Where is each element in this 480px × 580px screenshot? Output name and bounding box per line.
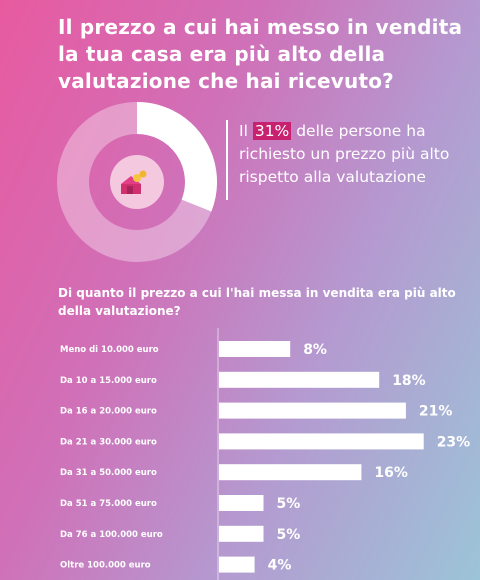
bar bbox=[219, 525, 264, 542]
stat-callout: Il 31% delle persone ha richiesto un pre… bbox=[226, 120, 480, 200]
chart-title: Di quanto il prezzo a cui l'hai messa in… bbox=[58, 286, 456, 318]
category-label: Da 31 a 50.000 euro bbox=[60, 468, 157, 478]
bar bbox=[219, 402, 406, 419]
bar bbox=[219, 433, 424, 450]
category-label: Da 51 a 75.000 euro bbox=[60, 499, 157, 509]
donut-chart bbox=[57, 102, 217, 262]
category-label: Meno di 10.000 euro bbox=[60, 345, 159, 355]
donut-value-arc bbox=[136, 102, 217, 212]
stat-prefix: Il bbox=[239, 122, 248, 140]
bar bbox=[219, 556, 255, 573]
bar bbox=[219, 371, 380, 388]
value-label: 4% bbox=[268, 558, 292, 574]
stat-highlight-badge: 31% bbox=[252, 122, 292, 140]
bar bbox=[219, 495, 264, 511]
value-label: 18% bbox=[392, 373, 426, 389]
value-label: 8% bbox=[303, 342, 327, 358]
stat-text: delle persone ha richiesto un prezzo più… bbox=[239, 122, 450, 186]
value-label: 23% bbox=[437, 434, 471, 450]
category-label: Da 16 a 20.000 euro bbox=[60, 407, 157, 417]
category-label: Da 10 a 15.000 euro bbox=[60, 376, 157, 386]
value-label: 5% bbox=[277, 496, 301, 512]
value-label: 5% bbox=[277, 527, 301, 543]
category-label: Oltre 100.000 euro bbox=[60, 561, 151, 571]
bar bbox=[219, 341, 291, 357]
bar bbox=[219, 464, 362, 481]
house-coins-icon bbox=[121, 170, 147, 194]
page-title: Il prezzo a cui hai messo in vendita la … bbox=[58, 15, 463, 93]
category-label: Da 21 a 30.000 euro bbox=[60, 437, 157, 447]
value-label: 21% bbox=[419, 404, 453, 420]
value-label: 16% bbox=[374, 465, 408, 481]
category-label: Da 76 a 100.000 euro bbox=[60, 530, 163, 540]
